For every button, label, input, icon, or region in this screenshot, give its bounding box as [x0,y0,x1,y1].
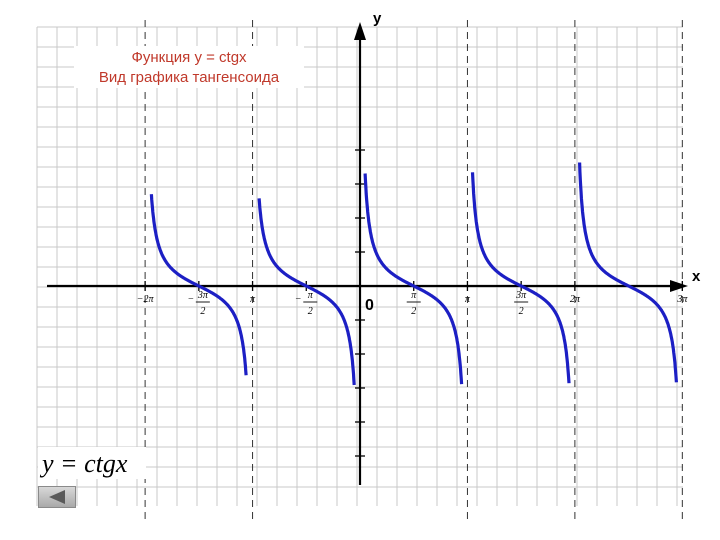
x-tick-label: 2π [570,294,581,305]
axes [47,22,688,485]
y-axis-label: y [373,10,382,27]
x-tick-sign: − [295,294,302,305]
back-button[interactable] [38,486,76,508]
x-tick-denominator: 2 [200,306,205,317]
ctg-curves [149,162,678,386]
x-tick-denominator: 2 [411,306,416,317]
formula-label: y = ctgx [39,449,128,478]
ctg-branch-5 [578,162,678,383]
x-tick-label: −2π [137,294,155,305]
x-axis-label: x [692,268,701,285]
x-tick-fraction: −3π 2 [187,290,210,317]
x-tick-numerator: π [411,290,417,301]
left-triangle-icon [49,490,65,504]
ctg-branch-3 [363,173,464,385]
origin-label: 0 [365,297,374,314]
formula-background [38,447,146,479]
x-tick-denominator: 2 [519,306,524,317]
title-background [74,46,304,88]
x-tick-label: 3π [676,294,688,305]
x-tick-label: π [250,294,256,305]
x-tick-numerator: 3π [197,290,209,301]
x-tick-sign: − [187,294,194,305]
x-tick-fraction: 3π2 [514,290,529,317]
x-tick-label: π [465,294,471,305]
chart-subtitle: Вид графика тангенсоида [99,69,280,86]
x-tick-denominator: 2 [308,306,313,317]
x-tick-numerator: π [308,290,314,301]
y-axis-arrow-icon [354,22,366,40]
x-tick-fraction: π2 [406,290,421,317]
ctg-branch-1 [149,194,248,376]
x-tick-numerator: 3π [515,290,527,301]
x-axis-arrow-icon [670,280,688,292]
ctg-branch-2 [257,198,356,386]
chart-title: Функция y = ctgx [131,49,247,66]
x-tick-fraction: − π 2 [295,290,318,317]
y-axis-ticks [355,149,365,457]
ctg-branch-4 [470,172,571,384]
